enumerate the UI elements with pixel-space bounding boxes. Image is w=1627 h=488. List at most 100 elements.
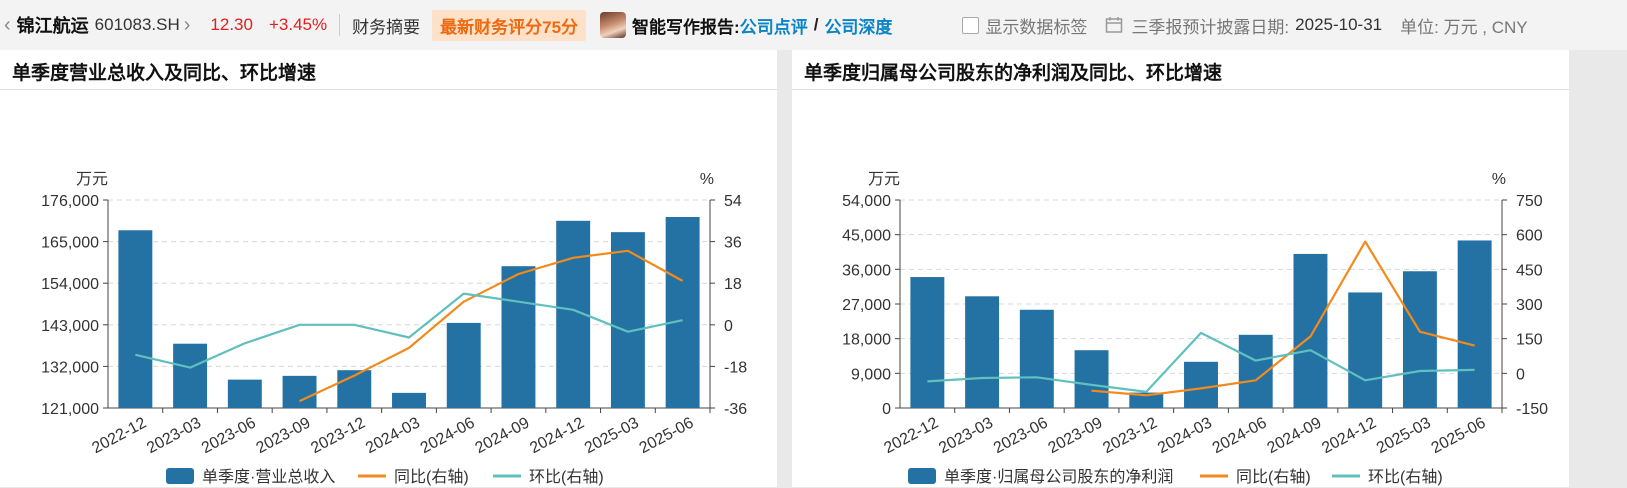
net-profit-panel: 单季度归属母公司股东的净利润及同比、环比增速 0 9,000 18,000 27,00…: [792, 50, 1569, 487]
right-tick-label: 150: [1516, 332, 1543, 349]
financial-summary-link[interactable]: 财务摘要: [352, 17, 421, 37]
right-tick-label: 18: [724, 276, 742, 293]
top-bar: ‹ 锦江航运 601083.SH › 12.30 +3.45% 财务摘要 最新财…: [0, 0, 1627, 50]
x-tick-label: 2025-03: [582, 414, 642, 457]
bar-2024-03: [392, 392, 426, 408]
x-tick-label: 2024-12: [1319, 414, 1379, 457]
left-tick-label: 36,000: [842, 262, 891, 279]
legend-bar-swatch: [908, 468, 936, 484]
bar-2024-06: [446, 322, 481, 408]
bar-2024-03: [1184, 361, 1218, 408]
x-tick-label: 2024-06: [418, 414, 478, 457]
right-tick-label: 36: [724, 235, 742, 252]
bar-2025-06: [665, 217, 700, 408]
left-tick-label: 27,000: [842, 297, 891, 314]
x-tick-label: 2025-03: [1374, 414, 1434, 457]
calendar-icon: [1106, 17, 1123, 33]
x-tick-label: 2023-12: [308, 414, 368, 457]
ai-avatar-icon: [600, 12, 627, 38]
show-labels-label[interactable]: 显示数据标签: [985, 17, 1088, 37]
yoy-line: [299, 249, 684, 403]
x-tick-label: 2022-12: [881, 414, 941, 457]
company-review-link[interactable]: 公司点评: [739, 17, 808, 37]
bar-2023-12: [1129, 392, 1164, 408]
panel-divider: [0, 89, 777, 90]
left-tick-label: 0: [882, 401, 891, 418]
right-tick-label: -36: [724, 401, 747, 418]
left-tick-label: 18,000: [842, 332, 891, 349]
bar-2023-06: [227, 379, 262, 408]
link-separator: /: [813, 15, 819, 34]
left-tick-label: 154,000: [41, 276, 99, 293]
bar-2024-09: [501, 266, 536, 408]
disclosure-label: 三季报预计披露日期:: [1131, 17, 1290, 37]
bar-2023-03: [965, 296, 1000, 408]
x-tick-label: 2024-06: [1210, 414, 1270, 457]
bar-2023-06: [1019, 309, 1054, 408]
bar-2022-12: [910, 277, 945, 408]
ai-report-label: 智能写作报告:: [632, 17, 740, 37]
x-tick-label: 2023-09: [1046, 414, 1106, 457]
unit-label: 单位: 万元 , CNY: [1400, 17, 1528, 37]
qoq-line: [135, 292, 683, 369]
x-tick-label: 2023-06: [991, 414, 1051, 457]
company-depth-link[interactable]: 公司深度: [824, 17, 893, 37]
divider: [339, 14, 341, 36]
right-tick-label: 54: [724, 193, 742, 210]
financial-score-badge[interactable]: 最新财务评分75分: [432, 9, 587, 41]
right-axis-unit: %: [1492, 171, 1506, 188]
stock-code: 601083.SH: [94, 15, 180, 34]
revenue-chart: 121,000 132,000 143,000 154,000 165,000 176,0…: [41, 171, 747, 486]
chevron-left-icon[interactable]: ‹: [4, 13, 11, 36]
bar-2025-06: [1457, 240, 1492, 408]
show-labels-checkbox[interactable]: [962, 16, 980, 34]
qoq-line: [927, 331, 1475, 393]
bar-2025-03: [610, 232, 645, 408]
right-tick-label: 300: [1516, 297, 1543, 314]
x-tick-label: 2024-03: [363, 414, 423, 457]
right-tick-label: 450: [1516, 262, 1543, 279]
x-tick-label: 2025-06: [637, 414, 697, 457]
chevron-right-icon[interactable]: ›: [183, 13, 191, 36]
x-tick-label: 2024-12: [527, 414, 587, 457]
legend-qoq-label: 环比(右轴): [1368, 468, 1443, 486]
legend-yoy-label: 同比(右轴): [394, 468, 469, 486]
legend-qoq-label: 环比(右轴): [529, 468, 604, 486]
price-change: +3.45%: [268, 15, 328, 34]
right-tick-label: -150: [1516, 401, 1548, 418]
x-tick-label: 2023-09: [254, 414, 314, 457]
legend-yoy-label: 同比(右轴): [1236, 468, 1311, 486]
right-tick-label: 0: [1516, 366, 1525, 383]
stock-price: 12.30: [210, 15, 253, 34]
yoy-line: [1091, 240, 1475, 397]
bar-2024-12: [1348, 292, 1383, 408]
left-axis-unit: 万元: [76, 171, 108, 188]
panel-divider: [792, 89, 1569, 90]
revenue-panel: 单季度营业总收入及同比、环比增速 121,000 132,000 143,000 15…: [0, 50, 777, 487]
right-tick-label: 0: [724, 318, 733, 335]
right-axis-unit: %: [700, 171, 714, 188]
x-tick-label: 2024-09: [473, 414, 533, 457]
bar-2022-12: [118, 230, 153, 408]
left-tick-label: 9,000: [851, 366, 891, 383]
x-tick-label: 2024-09: [1265, 414, 1325, 457]
legend-bar-label: 单季度·归属母公司股东的净利润: [944, 468, 1173, 486]
right-tick-label: 750: [1516, 193, 1543, 210]
left-tick-label: 45,000: [842, 228, 891, 245]
x-tick-label: 2022-12: [89, 414, 149, 457]
disclosure-date: 2025-10-31: [1295, 15, 1383, 34]
x-tick-label: 2023-06: [199, 414, 259, 457]
net-profit-chart: 0 9,000 18,000 27,000 36,000 45,000 54,000 -150…: [842, 171, 1548, 486]
company-name: 锦江航运: [16, 16, 89, 36]
right-tick-label: -18: [724, 359, 747, 376]
bar-2023-09: [1074, 350, 1109, 408]
x-tick-label: 2024-03: [1155, 414, 1215, 457]
x-tick-label: 2025-06: [1429, 414, 1489, 457]
left-tick-label: 132,000: [41, 359, 99, 376]
left-tick-label: 54,000: [842, 193, 891, 210]
bar-2023-03: [173, 343, 208, 408]
left-tick-label: 176,000: [41, 193, 99, 210]
left-tick-label: 121,000: [41, 401, 99, 418]
left-tick-label: 165,000: [41, 235, 99, 252]
right-tick-label: 600: [1516, 228, 1543, 245]
